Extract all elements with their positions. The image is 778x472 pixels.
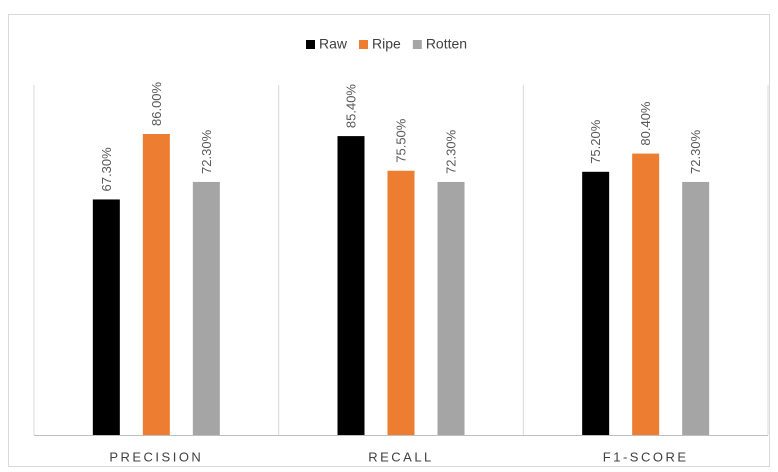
legend-swatch bbox=[306, 40, 315, 49]
value-label: 72.30% bbox=[199, 129, 214, 174]
value-label: 72.30% bbox=[443, 129, 458, 174]
bar bbox=[582, 171, 610, 436]
bar bbox=[92, 199, 120, 435]
value-label: 85.40% bbox=[343, 84, 358, 129]
value-label: 80.40% bbox=[638, 101, 653, 146]
bar bbox=[632, 153, 660, 435]
bar bbox=[142, 134, 170, 435]
x-tick-label: PRECISION bbox=[109, 449, 203, 464]
legend-label: Raw bbox=[319, 36, 348, 52]
value-label: 67.30% bbox=[99, 147, 114, 192]
legend-label: Ripe bbox=[372, 36, 401, 52]
value-label: 75.20% bbox=[588, 119, 603, 164]
value-label: 86.00% bbox=[149, 81, 164, 126]
value-label: 75.50% bbox=[393, 118, 408, 163]
bar bbox=[192, 181, 220, 435]
x-tick-label: F1-SCORE bbox=[603, 449, 689, 464]
bar bbox=[437, 181, 465, 435]
legend-label: Rotten bbox=[426, 36, 467, 52]
legend-swatch bbox=[359, 40, 369, 49]
value-label: 72.30% bbox=[688, 129, 703, 174]
bar bbox=[337, 136, 365, 435]
legend-swatch bbox=[412, 40, 422, 49]
bar bbox=[682, 181, 710, 435]
bar bbox=[387, 170, 415, 435]
x-tick-label: RECALL bbox=[368, 449, 434, 464]
